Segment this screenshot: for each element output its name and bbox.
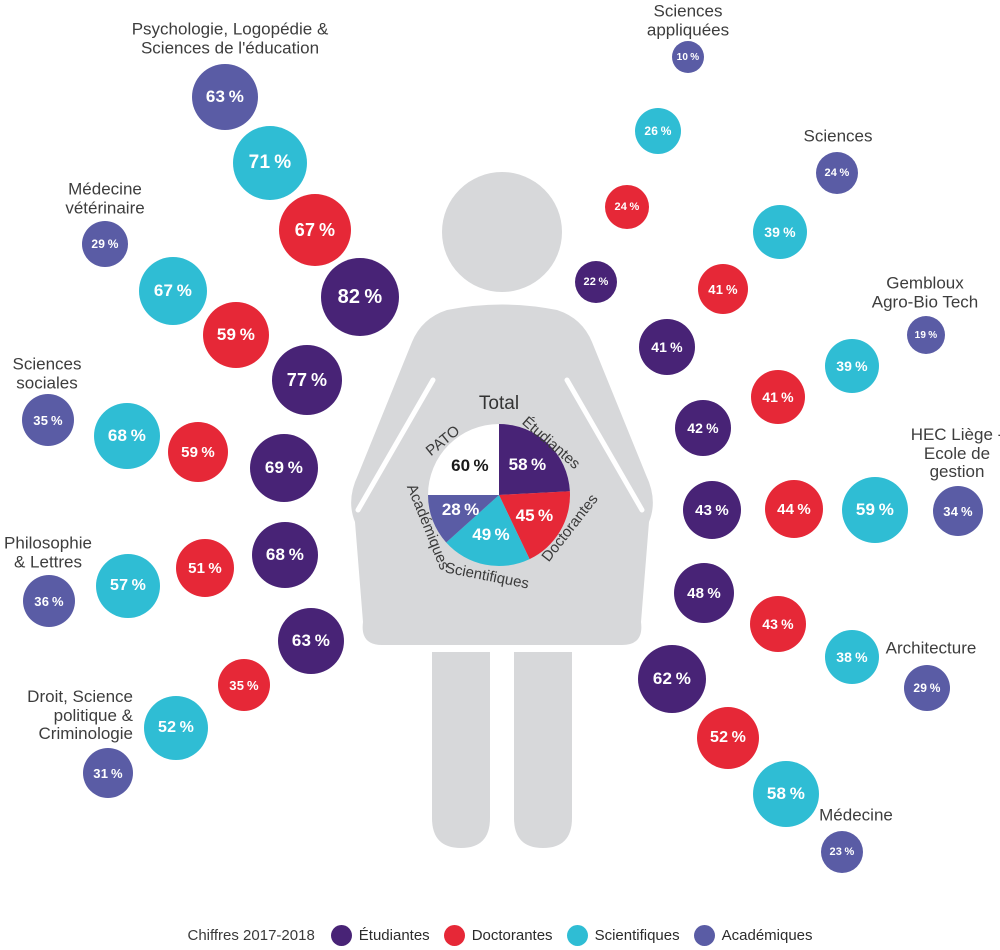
silhouette-left-leg <box>432 652 490 848</box>
right-arm-slit <box>564 377 645 513</box>
bubble-droit-science-politique-criminologie-etudiantes: 63 % <box>278 608 344 674</box>
legend-item-doctorantes: Doctorantes <box>443 925 553 946</box>
bubble-sciences-academiques: 24 % <box>816 152 858 194</box>
bubble-psychologie-logopedie-sciences-de-l-education-scientifiques: 71 % <box>233 126 307 200</box>
pie-slice-pato <box>428 424 499 495</box>
bubble-architecture-academiques: 29 % <box>904 665 950 711</box>
bubble-gembloux-agro-bio-tech-doctorantes: 41 % <box>751 370 805 424</box>
bubble-architecture-scientifiques: 38 % <box>825 630 879 684</box>
legend-item-academiques: Académiques <box>693 925 813 946</box>
pie-slice-scientifiques <box>446 495 530 567</box>
legend-dot-academiques <box>693 925 715 946</box>
pie-slice-doctorantes <box>499 491 570 560</box>
bubble-sciences-sociales-scientifiques: 68 % <box>94 403 160 469</box>
silhouette-right-leg <box>514 652 572 848</box>
legend-dot-etudiantes <box>330 925 352 946</box>
bubble-sciences-scientifiques: 39 % <box>753 205 807 259</box>
legend-label-doctorantes: Doctorantes <box>471 927 553 944</box>
total-pie <box>428 424 570 567</box>
pie-value-etudiantes: 58 % <box>508 455 547 475</box>
bubble-gembloux-agro-bio-tech-etudiantes: 42 % <box>675 400 731 456</box>
faculty-label-psychologie-logopedie-sciences-de-l-education: Psychologie, Logopédie & Sciences de l'éd… <box>131 19 329 57</box>
faculty-label-medecine: Médecine <box>819 805 893 825</box>
bubble-medecine-scientifiques: 58 % <box>753 761 819 827</box>
legend-dot-doctorantes <box>443 925 465 946</box>
bubble-droit-science-politique-criminologie-academiques: 31 % <box>83 748 133 798</box>
pie-value-pato: 60 % <box>451 455 489 475</box>
bubble-sciences-appliquees-scientifiques: 26 % <box>635 108 681 154</box>
bubble-hec-liege-ecole-de-gestion-doctorantes: 44 % <box>765 480 823 538</box>
faculty-label-gembloux-agro-bio-tech: Gembloux Agro-Bio Tech <box>871 273 979 311</box>
faculty-label-sciences-sociales: Sciences sociales <box>12 354 82 392</box>
bubble-medecine-etudiantes: 62 % <box>638 645 706 713</box>
left-arm-slit <box>355 377 436 513</box>
bubble-medecine-veterinaire-etudiantes: 77 % <box>272 345 342 415</box>
bubble-sciences-appliquees-academiques: 10 % <box>672 41 704 73</box>
faculty-label-sciences-appliquees: Sciences appliquées <box>646 1 730 39</box>
bubble-philosophie-lettres-scientifiques: 57 % <box>96 554 160 618</box>
bubble-sciences-sociales-etudiantes: 69 % <box>250 434 318 502</box>
bubble-architecture-doctorantes: 43 % <box>750 596 806 652</box>
faculty-label-architecture: Architecture <box>885 638 977 658</box>
bubble-psychologie-logopedie-sciences-de-l-education-academiques: 63 % <box>192 64 258 130</box>
bubble-hec-liege-ecole-de-gestion-etudiantes: 43 % <box>683 481 741 539</box>
bubble-psychologie-logopedie-sciences-de-l-education-doctorantes: 67 % <box>279 194 351 266</box>
legend-label-etudiantes: Étudiantes <box>358 927 430 944</box>
bubble-psychologie-logopedie-sciences-de-l-education-etudiantes: 82 % <box>321 258 399 336</box>
legend-item-scientifiques: Scientifiques <box>566 925 680 946</box>
bubble-hec-liege-ecole-de-gestion-academiques: 34 % <box>933 486 983 536</box>
bubble-sciences-appliquees-doctorantes: 24 % <box>605 185 649 229</box>
bubble-medecine-academiques: 23 % <box>821 831 863 873</box>
bubble-hec-liege-ecole-de-gestion-scientifiques: 59 % <box>842 477 908 543</box>
bubble-droit-science-politique-criminologie-scientifiques: 52 % <box>144 696 208 760</box>
bubble-philosophie-lettres-doctorantes: 51 % <box>176 539 234 597</box>
pie-slice-academiques <box>428 495 499 543</box>
silhouette-head <box>442 172 562 292</box>
faculty-label-medecine-veterinaire: Médecine vétérinaire <box>65 179 145 217</box>
bubble-gembloux-agro-bio-tech-academiques: 19 % <box>907 316 945 354</box>
bubble-sciences-sociales-academiques: 35 % <box>22 394 74 446</box>
pie-title: Total <box>478 393 520 414</box>
bubble-sciences-doctorantes: 41 % <box>698 264 748 314</box>
bubble-sciences-etudiantes: 41 % <box>639 319 695 375</box>
pie-value-doctorantes: 45 % <box>515 506 554 526</box>
pie-slice-etudiantes <box>499 424 570 495</box>
faculty-label-hec-liege-ecole-de-gestion: HEC Liège - Ecole de gestion <box>910 424 1000 482</box>
bubble-medecine-veterinaire-scientifiques: 67 % <box>139 257 207 325</box>
bubble-sciences-appliquees-etudiantes: 22 % <box>575 261 617 303</box>
faculty-label-philosophie-lettres: Philosophie & Lettres <box>4 533 92 571</box>
bubble-philosophie-lettres-etudiantes: 68 % <box>252 522 318 588</box>
bubble-droit-science-politique-criminologie-doctorantes: 35 % <box>218 659 270 711</box>
legend-label-scientifiques: Scientifiques <box>594 927 680 944</box>
bubble-sciences-sociales-doctorantes: 59 % <box>168 422 228 482</box>
bubble-architecture-etudiantes: 48 % <box>674 563 734 623</box>
legend: Chiffres 2017-2018 Étudiantes Doctorantes… <box>0 925 1000 946</box>
pie-value-scientifiques: 49 % <box>472 525 510 545</box>
bubble-medecine-doctorantes: 52 % <box>697 707 759 769</box>
faculty-label-droit-science-politique-criminologie: Droit, Science politique & Criminologie <box>27 686 133 744</box>
bubble-philosophie-lettres-academiques: 36 % <box>23 575 75 627</box>
legend-dot-scientifiques <box>566 925 588 946</box>
pie-value-academiques: 28 % <box>441 499 480 519</box>
legend-item-etudiantes: Étudiantes <box>330 925 430 946</box>
bubble-medecine-veterinaire-doctorantes: 59 % <box>203 302 269 368</box>
legend-prefix: Chiffres 2017-2018 <box>187 927 315 944</box>
bubble-medecine-veterinaire-academiques: 29 % <box>82 221 128 267</box>
faculty-label-sciences: Sciences <box>803 126 873 146</box>
bubble-gembloux-agro-bio-tech-scientifiques: 39 % <box>825 339 879 393</box>
legend-label-academiques: Académiques <box>721 927 813 944</box>
